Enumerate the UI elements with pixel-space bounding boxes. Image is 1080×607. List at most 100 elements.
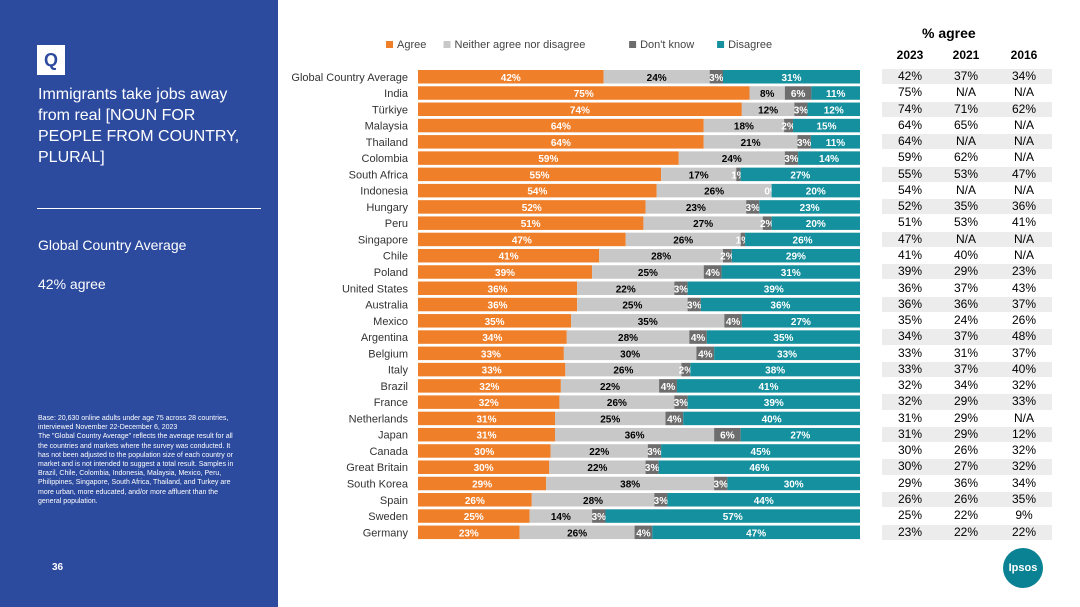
table-cell-2016: 41%: [1011, 215, 1037, 230]
data-label-agree: 34%: [482, 333, 502, 344]
data-label-neither: 38%: [620, 480, 640, 491]
bar-disagree: [676, 379, 860, 393]
table-cell-2021: 22%: [953, 524, 979, 539]
bar-disagree: [740, 167, 860, 182]
bar-agree: [418, 151, 679, 165]
table-row: 23% 22% 22%: [882, 524, 1052, 540]
data-label-agree: 41%: [499, 252, 519, 263]
bar-agree: [418, 395, 560, 409]
table-cell-2021: 29%: [953, 394, 979, 409]
table-cell-2023: 32%: [897, 378, 923, 393]
bar-dont-know: [703, 265, 722, 279]
bar-disagree: [700, 297, 860, 312]
agree-table-title: % agree: [922, 25, 976, 41]
bar-disagree: [745, 232, 860, 247]
bar-agree: [418, 232, 626, 247]
bar-dont-know: [784, 118, 794, 133]
bar-agree: [418, 444, 551, 458]
table-cell-2023: 52%: [897, 199, 923, 214]
data-label-dont-know: 4%: [698, 349, 713, 360]
legend-label-disagree: Disagree: [728, 39, 772, 51]
table-cell-2023: 26%: [897, 492, 923, 507]
table-cell-2016: 22%: [1011, 524, 1037, 539]
table-cell-2021: N/A: [955, 134, 976, 149]
data-label-dont-know: 2%: [720, 252, 735, 263]
data-label-disagree: 39%: [764, 284, 784, 295]
bar-neither: [603, 70, 710, 84]
table-row: 31% 29% N/A: [882, 411, 1052, 426]
table-row: 55% 53% 47%: [882, 166, 1052, 182]
table-row: 35% 24% 26%: [882, 313, 1052, 328]
bar-dont-know: [645, 460, 659, 474]
bar-dont-know: [665, 411, 684, 426]
data-label-disagree: 29%: [786, 252, 806, 263]
bar-neither: [531, 493, 655, 507]
data-label-agree: 31%: [477, 414, 497, 425]
data-label-disagree: 47%: [746, 528, 766, 539]
data-label-neither: 28%: [618, 333, 638, 344]
table-cell-2023: 29%: [897, 475, 923, 490]
data-label-disagree: 20%: [806, 219, 826, 230]
bar-dont-know: [592, 509, 606, 523]
bar-agree: [418, 70, 604, 84]
table-row: 47% N/A N/A: [882, 231, 1052, 247]
table-cell-2021: 35%: [953, 199, 979, 214]
table-cell-2016: 32%: [1011, 459, 1037, 474]
bar-dont-know: [722, 248, 732, 263]
data-label-neither: 25%: [622, 301, 642, 312]
data-label-neither: 26%: [704, 187, 724, 198]
ipsos-logo: Ipsos: [1003, 548, 1043, 588]
table-cell-2023: 54%: [897, 182, 923, 197]
bar-agree: [418, 346, 564, 361]
table-cell-2021: 37%: [953, 69, 979, 83]
category-label: Türkiye: [372, 104, 408, 116]
data-label-dont-know: 1%: [736, 235, 751, 246]
category-label: Indonesia: [360, 186, 409, 198]
data-label-disagree: 27%: [791, 317, 811, 328]
category-label: Colombia: [362, 153, 409, 165]
table-cell-2023: 31%: [897, 410, 923, 425]
table-row: 75% N/A N/A: [882, 85, 1052, 100]
table-row: 59% 62% N/A: [882, 150, 1052, 165]
data-label-neither: 12%: [758, 105, 778, 116]
table-cell-2016: 34%: [1011, 69, 1037, 83]
bar-neither: [565, 362, 682, 377]
bar-disagree: [687, 395, 860, 409]
data-label-disagree: 11%: [826, 89, 846, 100]
table-cell-2023: 31%: [897, 426, 923, 441]
table-cell-2016: 62%: [1011, 101, 1037, 116]
data-label-dont-know: 3%: [674, 284, 689, 295]
data-label-disagree: 15%: [817, 122, 837, 133]
data-label-agree: 74%: [570, 105, 590, 116]
table-cell-2021: 34%: [953, 378, 979, 393]
table-cell-2016: N/A: [1013, 134, 1034, 149]
bar-neither: [577, 281, 675, 296]
data-label-disagree: 40%: [762, 414, 782, 425]
bar-disagree: [605, 509, 860, 523]
bar-disagree: [731, 248, 860, 263]
bar-agree: [418, 167, 662, 182]
category-label: Singapore: [358, 234, 408, 246]
data-label-agree: 36%: [488, 284, 508, 295]
table-cell-2021: 26%: [953, 443, 979, 458]
bar-neither: [563, 346, 697, 361]
bar-disagree: [652, 525, 860, 540]
legend-label-neither: Neither agree nor disagree: [455, 39, 586, 51]
table-cell-2016: N/A: [1013, 150, 1034, 165]
average-label: Global Country Average: [38, 237, 187, 253]
data-label-dont-know: 3%: [654, 496, 669, 507]
category-label: Brazil: [380, 381, 408, 393]
table-row: 26% 26% 35%: [882, 492, 1052, 508]
bar-disagree: [759, 200, 860, 214]
data-label-dont-know: 3%: [746, 203, 761, 214]
table-row: 30% 27% 32%: [882, 459, 1052, 475]
bar-dont-know: [647, 444, 662, 458]
bar-neither: [678, 151, 785, 165]
bar-agree: [418, 102, 742, 117]
data-label-disagree: 35%: [773, 333, 793, 344]
bar-agree: [418, 248, 600, 263]
table-cell-2016: 23%: [1011, 264, 1037, 279]
base-note: Base: 20,630 online adults under age 75 …: [38, 415, 234, 505]
data-label-agree: 75%: [574, 89, 594, 100]
data-label-neither: 26%: [613, 366, 633, 377]
